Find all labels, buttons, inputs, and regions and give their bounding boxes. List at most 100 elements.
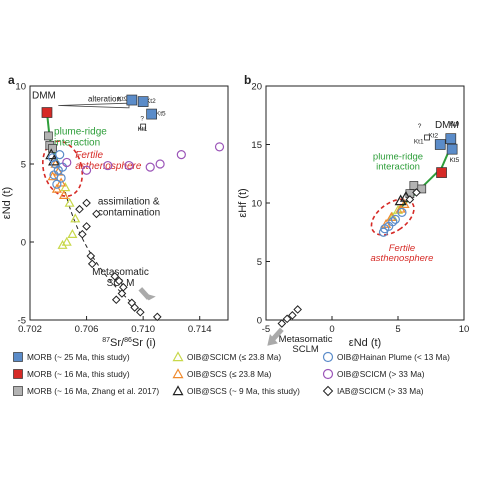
x-axis-label: εNd (t) xyxy=(349,337,381,349)
plot-frame xyxy=(29,85,229,321)
kt1-label: Kt1 xyxy=(137,126,147,133)
alteration-label: alteration xyxy=(88,95,121,104)
data-point xyxy=(146,108,157,120)
data-point xyxy=(82,222,91,231)
question-mark: ? xyxy=(140,115,144,122)
sclm-arrow-shaft xyxy=(138,287,151,300)
series-morb_25 xyxy=(434,133,458,155)
legend-label: OIB@SCS (~ 9 Ma, this study) xyxy=(187,385,300,396)
data-point xyxy=(58,189,69,199)
x-tick-label: 0.714 xyxy=(188,324,212,335)
series-oib_hainan xyxy=(48,150,68,189)
kt9-label: Kt9 xyxy=(449,121,459,128)
svg-text:assimilation &: assimilation & xyxy=(98,197,160,208)
kt1-marker xyxy=(140,123,147,130)
svg-text:contamination: contamination xyxy=(98,208,160,219)
diamond-marker-icon xyxy=(322,385,334,396)
legend-label: MORB (~ 16 Ma, this study) xyxy=(27,368,130,379)
kt2-label: Kt2 xyxy=(146,98,156,105)
data-point xyxy=(57,239,68,249)
y-tick-label: 5 xyxy=(21,160,26,171)
data-point xyxy=(293,305,302,314)
data-point xyxy=(399,198,410,208)
data-point xyxy=(390,214,400,224)
data-point xyxy=(64,197,75,207)
dmm-label: DMM xyxy=(435,120,459,131)
x-axis-label: 87Sr/86Sr (i) xyxy=(102,337,155,349)
data-point xyxy=(67,228,78,238)
series-morb_16 xyxy=(41,107,53,118)
data-point xyxy=(41,107,53,118)
legend-label: OIB@SCICM (> 33 Ma) xyxy=(337,368,425,379)
data-point xyxy=(55,150,65,160)
data-point xyxy=(388,217,398,227)
y-tick-label: 0 xyxy=(21,238,26,249)
data-point xyxy=(126,94,138,106)
data-point xyxy=(434,139,446,150)
y-tick-label: 10 xyxy=(251,199,262,210)
square-marker-icon xyxy=(13,368,23,379)
legend-item: OIB@SCS (≤ 23.8 Ma) xyxy=(172,367,271,380)
data-point xyxy=(176,150,186,160)
panel-a: 0.702 0.706 0.710 0.714 10 5 0 -5 a εNd (t) 87Sr/8… xyxy=(1,73,229,349)
kt1-label: Kt1 xyxy=(414,138,424,145)
data-point xyxy=(145,162,155,172)
data-point xyxy=(110,272,120,281)
data-point xyxy=(409,181,419,190)
circle-marker-icon xyxy=(322,351,334,362)
svg-text:interaction: interaction xyxy=(376,162,420,173)
data-point xyxy=(288,311,297,320)
legend-label: OIB@Hainan Plume (< 13 Ma) xyxy=(337,351,450,362)
data-point xyxy=(87,259,97,269)
legend-label: OIB@SCICM (≤ 23.8 Ma) xyxy=(187,351,282,362)
circle-marker-icon xyxy=(322,368,334,379)
alteration-arrow xyxy=(58,102,130,109)
data-point xyxy=(214,142,225,152)
series-oib_scicm_gt33 xyxy=(62,142,225,175)
y-tick-label: 10 xyxy=(15,82,26,93)
data-point xyxy=(62,157,72,168)
svg-text:SCLM: SCLM xyxy=(292,344,318,355)
y-tick-label: 5 xyxy=(257,257,262,268)
series-morb_25 xyxy=(126,94,157,120)
legend-item: MORB (~ 16 Ma, this study) xyxy=(12,367,130,380)
data-point xyxy=(51,183,62,193)
data-point xyxy=(49,170,59,180)
y-tick-label: 0 xyxy=(257,316,262,327)
data-point xyxy=(70,213,81,223)
data-point xyxy=(155,159,165,169)
data-point xyxy=(152,312,162,322)
series-iab_scicm xyxy=(277,188,421,328)
data-point xyxy=(137,96,149,107)
series-morb_zhang xyxy=(44,131,57,153)
data-point xyxy=(114,276,124,286)
legend: MORB (~ 25 Ma, this study) OIB@SCICM (≤ 2… xyxy=(12,350,472,410)
svg-text:plume-ridge: plume-ridge xyxy=(54,126,107,137)
data-point xyxy=(111,295,121,305)
x-tick-label: 10 xyxy=(459,324,470,335)
legend-item: MORB (~ 25 Ma, this study) xyxy=(12,350,130,363)
data-point xyxy=(394,194,407,206)
panel-tag: a xyxy=(8,73,15,87)
kt9-label: Kt9 xyxy=(118,96,128,103)
dmm-label: DMM xyxy=(32,90,56,101)
data-point xyxy=(130,303,139,312)
svg-text:asthenosphere: asthenosphere xyxy=(75,161,142,172)
x-tick-label: 0.702 xyxy=(18,324,42,335)
data-point xyxy=(436,167,447,178)
triangle-marker-icon xyxy=(172,384,184,395)
data-point xyxy=(103,160,113,171)
x-tick-label: 0.710 xyxy=(131,324,155,335)
legend-item: IAB@SCICM (> 33 Ma) xyxy=(322,384,424,397)
sclm-arrow xyxy=(267,334,278,346)
series-oib_scicm_le23 xyxy=(57,182,81,249)
legend-item: OIB@SCICM (> 33 Ma) xyxy=(322,367,425,380)
data-point xyxy=(381,218,392,228)
data-point xyxy=(282,314,292,324)
